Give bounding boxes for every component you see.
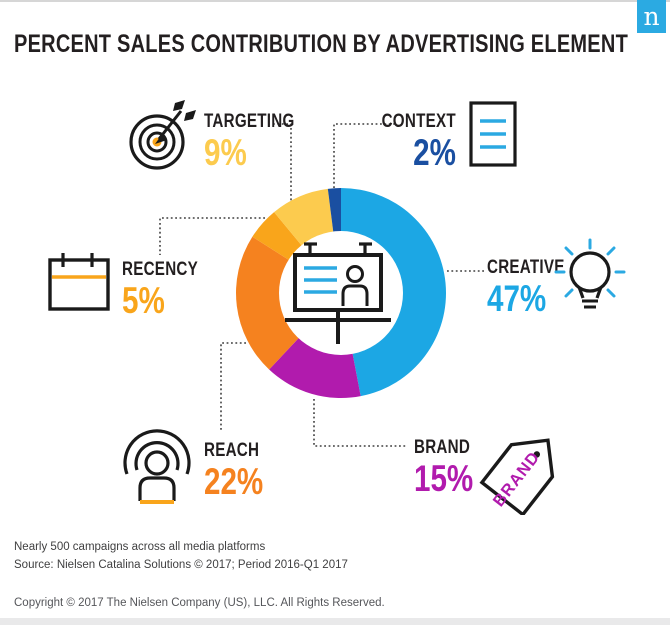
nielsen-logo: n (637, 0, 666, 33)
callout-brand: BRAND 15% (414, 438, 473, 497)
lightbulb-icon (554, 238, 626, 309)
callout-reach: REACH 22% (204, 441, 263, 500)
billboard-person-body (341, 284, 369, 306)
reach-percent: 22% (204, 461, 264, 502)
document-icon (469, 101, 517, 167)
billboard-text-lines (304, 266, 337, 294)
targeting-label: TARGETING (204, 111, 295, 132)
callout-creative: CREATIVE 47% (487, 258, 565, 317)
billboard-person-head (346, 265, 364, 283)
footnote-source: Source: Nielsen Catalina Solutions © 201… (14, 559, 348, 571)
leader-brand (313, 399, 407, 447)
recency-label: RECENCY (122, 259, 199, 280)
billboard-icon (285, 242, 391, 344)
creative-label: CREATIVE (487, 257, 565, 278)
callout-recency: RECENCY 5% (122, 260, 198, 319)
brand-percent: 15% (414, 458, 474, 499)
reach-label: REACH (204, 440, 260, 461)
footnote: Nearly 500 campaigns across all media pl… (14, 538, 348, 574)
calendar-icon (48, 253, 110, 311)
callout-targeting: TARGETING 9% (204, 112, 295, 171)
brand-label: BRAND (414, 437, 471, 458)
nielsen-logo-letter: n (643, 2, 660, 31)
copyright-text: Copyright © 2017 The Nielsen Company (US… (14, 597, 385, 609)
donut-chart (236, 188, 447, 399)
page-title: PERCENT SALES CONTRIBUTION BY ADVERTISIN… (14, 30, 629, 58)
creative-percent: 47% (487, 278, 547, 319)
bottom-strip (0, 618, 670, 625)
context-label: CONTEXT (381, 111, 456, 132)
footnote-campaigns: Nearly 500 campaigns across all media pl… (14, 541, 266, 553)
price-tag-icon: BRAND (479, 438, 555, 515)
targeting-percent: 9% (204, 132, 247, 173)
context-percent: 2% (413, 132, 456, 173)
broadcast-person-icon (123, 429, 191, 504)
recency-percent: 5% (122, 280, 165, 321)
top-divider (0, 0, 670, 2)
target-arrow-icon (129, 100, 196, 170)
callout-context: CONTEXT 2% (382, 112, 456, 171)
